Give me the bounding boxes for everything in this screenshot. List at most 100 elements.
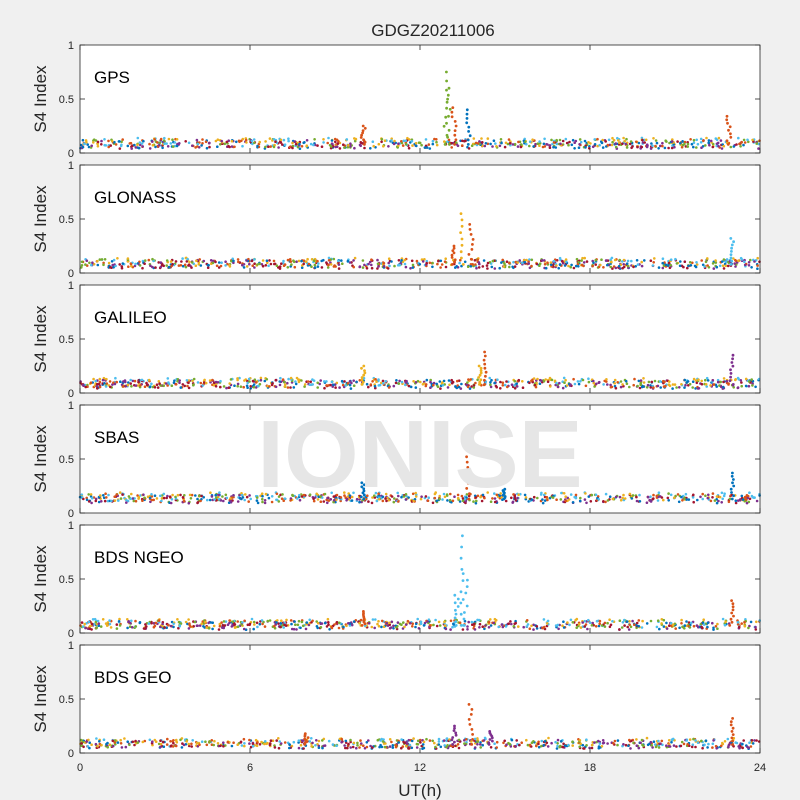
data-point [397,142,400,145]
data-point [407,496,410,499]
data-point [640,260,643,264]
data-point [599,263,602,267]
data-point [308,740,312,743]
peak-point [483,366,487,370]
data-point [110,499,113,503]
data-point [373,494,376,498]
data-point [749,620,753,624]
data-point [229,499,232,503]
data-point [340,737,344,741]
data-point [411,492,415,496]
data-point [509,143,512,147]
data-point [603,621,607,625]
data-point [291,494,295,498]
data-point [646,144,649,147]
data-point [439,387,442,390]
data-point [625,146,629,149]
data-point [694,387,697,390]
peak-point [363,371,367,375]
data-point [657,491,661,495]
data-point [528,140,532,143]
data-point [349,387,353,390]
data-point [646,383,650,387]
data-point [473,628,477,631]
data-point [141,266,144,270]
data-point [736,499,740,502]
peak-point [730,736,734,740]
data-point [716,627,719,630]
peak-point [470,728,474,731]
data-point [467,378,470,381]
data-point [571,621,575,624]
data-point [190,266,193,269]
peak-point [362,373,366,377]
peak-point [727,128,730,132]
figure-title: GDGZ20211006 [371,21,494,40]
data-point [641,743,644,747]
data-point [134,739,137,743]
data-point [711,379,715,382]
data-point [700,382,704,386]
data-point [554,146,558,149]
data-point [120,746,124,749]
data-point [98,377,102,381]
data-point [429,386,432,390]
data-point [210,495,214,498]
data-point [544,378,547,381]
data-point [239,385,243,389]
data-point [161,740,165,744]
data-point [292,386,296,389]
data-point [645,501,649,505]
peak-point [460,624,463,627]
data-point [134,384,138,387]
peak-point [461,598,465,601]
data-point [654,144,657,148]
y-tick-label: 0.5 [59,694,74,706]
data-point [151,143,155,147]
data-point [478,140,481,143]
peak-point [450,256,454,259]
data-point [365,267,369,270]
data-point [491,145,494,148]
data-point [159,137,163,141]
data-point [273,262,276,266]
data-point [743,621,746,624]
data-point [734,741,737,744]
data-point [505,260,509,264]
data-point [621,496,624,500]
data-point [229,497,232,500]
data-point [468,387,472,390]
data-point [159,494,162,498]
peak-point [467,703,471,706]
data-point [526,743,530,747]
data-point [700,259,703,262]
data-point [512,625,516,628]
y-tick-label: 1 [68,400,74,412]
data-point [450,146,454,149]
data-point [232,259,235,263]
data-point [175,138,179,141]
peak-point [360,481,364,485]
data-point [279,138,283,142]
data-point [683,497,686,500]
data-point [543,259,546,262]
data-point [473,737,477,741]
data-point [95,382,99,386]
data-point [623,497,627,500]
data-point [692,624,696,628]
data-point [667,383,671,387]
data-point [714,261,718,264]
data-point [515,739,518,742]
data-point [412,737,415,740]
data-point [414,141,418,145]
data-point [380,619,384,623]
data-point [115,493,118,496]
y-tick-label: 0.5 [59,214,74,226]
data-point [476,142,480,145]
data-point [745,501,749,505]
data-point [90,628,93,631]
data-point [532,145,535,148]
peak-point [360,383,364,386]
data-point [233,623,237,626]
data-point [758,260,761,264]
